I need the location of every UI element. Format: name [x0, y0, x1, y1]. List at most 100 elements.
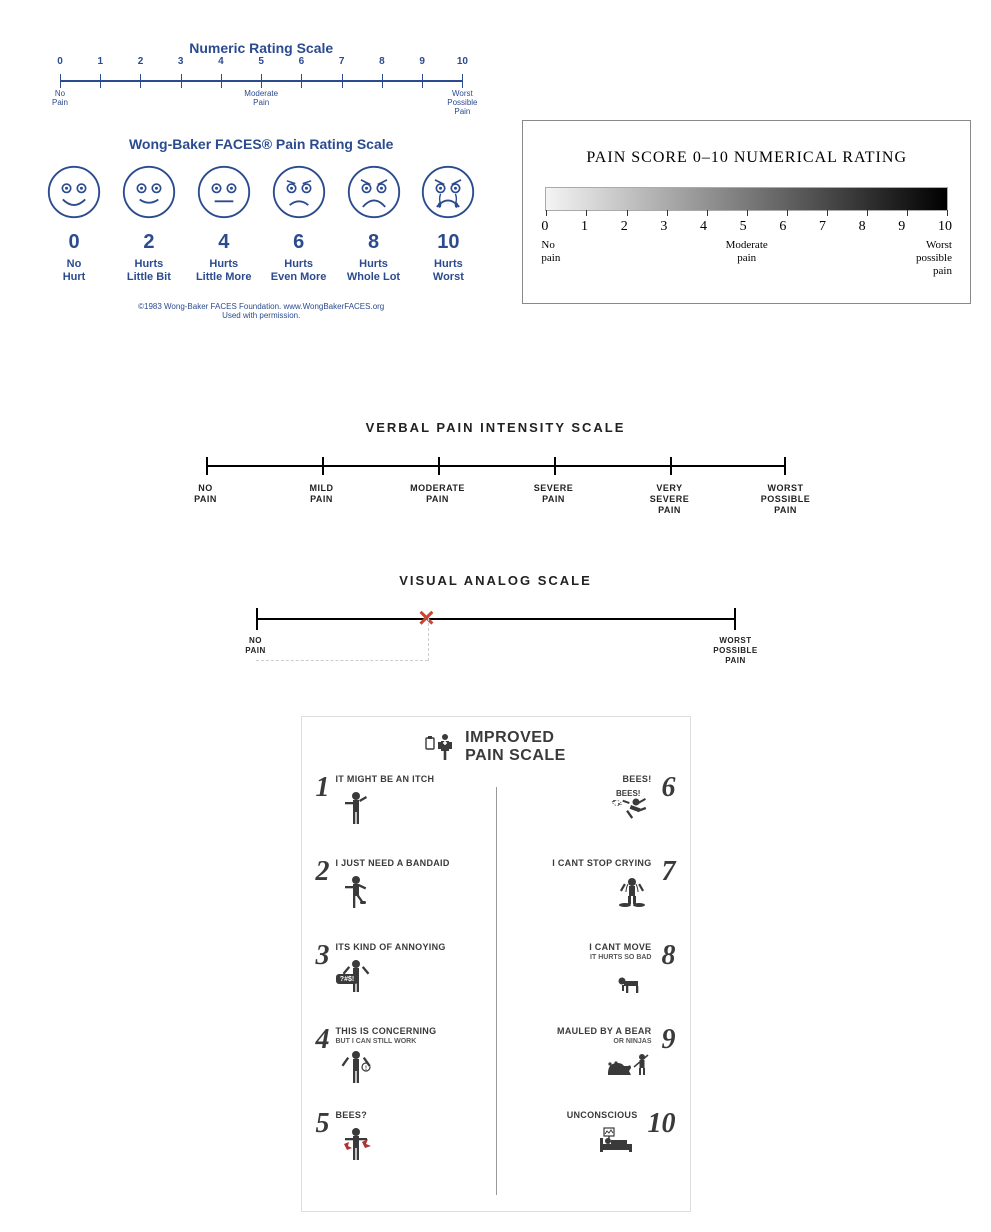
grad-num-8: 8: [859, 219, 866, 235]
nrs-tick-2: 2: [130, 56, 150, 67]
gradient-bar: [545, 187, 948, 211]
nrs-tick-10: 10: [452, 56, 472, 67]
improved-number: 3: [316, 943, 330, 968]
improved-number: 8: [662, 943, 676, 968]
improved-item-4: 4THIS IS CONCERNINGBUT I CAN STILL WORK!: [316, 1027, 496, 1101]
improved-text: ITS KIND OF ANNOYING: [336, 943, 446, 953]
improved-subtext: BUT I CAN STILL WORK: [336, 1038, 417, 1045]
svg-text:?#$!: ?#$!: [339, 976, 353, 983]
vps-label: VERYSEVEREPAIN: [630, 483, 710, 515]
improved-left-col: 1 IT MIGHT BE AN ITCH 2 I JUST NEED A BANDA…: [316, 775, 496, 1195]
improved-number: 6: [662, 775, 676, 800]
faces-row: 0 NoHurt2HurtsLittle Bit4HurtsLittle More…: [38, 164, 484, 284]
grad-lbl-right: Worstpossiblepain: [882, 239, 952, 279]
nrs-title: Numeric Rating Scale: [32, 40, 490, 56]
improved-item-9: 9 MAULED BY A BEAROR NINJAS: [496, 1027, 676, 1101]
improved-subtext: OR NINJAS: [613, 1038, 651, 1045]
nrs-tick-0: 0: [50, 56, 70, 67]
face-4: 4HurtsLittle More: [188, 164, 260, 284]
improved-item-1: 1 IT MIGHT BE AN ITCH: [316, 775, 496, 849]
vas-mark-x-icon: ×: [418, 602, 434, 634]
nrs-tick-3: 3: [171, 56, 191, 67]
bed-icon: [594, 1124, 638, 1156]
face-number: 0: [38, 231, 110, 254]
face-number: 8: [338, 231, 410, 254]
wb-footer: ©1983 Wong-Baker FACES Foundation. www.W…: [32, 302, 490, 320]
vps-line: NOPAINMILDPAINMODERATEPAINSEVEREPAINVERY…: [206, 453, 786, 523]
improved-number: 4: [316, 1027, 330, 1052]
gradient-numbers: 012345678910: [541, 219, 952, 235]
face-label: HurtsLittle More: [188, 258, 260, 284]
improved-item-7: 7I CANT STOP CRYING: [496, 859, 676, 933]
vps-title: VERBAL PAIN INTENSITY SCALE: [196, 420, 796, 435]
improved-item-8: 8I CANT MOVEIT HURTS SO BAD: [496, 943, 676, 1017]
wong-baker-panel: Numeric Rating Scale 012345678910NoPainM…: [20, 20, 502, 340]
grad-num-10: 10: [938, 219, 952, 235]
improved-number: 2: [316, 859, 330, 884]
person-bandaid-icon: [336, 872, 376, 912]
vas-label-right: WORSTPOSSIBLEPAIN: [701, 636, 771, 665]
face-icon: [188, 164, 260, 225]
improved-text: UNCONSCIOUS: [567, 1111, 638, 1121]
improved-right-col: 6BEES!BEES!7I CANT STOP CRYING8I CANT MO…: [496, 775, 676, 1195]
gradient-title: PAIN SCORE 0–10 NUMERICAL RATING: [541, 149, 952, 167]
nrs-tick-9: 9: [412, 56, 432, 67]
vas-label-left: NOPAIN: [221, 636, 291, 655]
person-annoy-icon: ?#$!: [336, 956, 376, 996]
vps-label: MODERATEPAIN: [398, 483, 478, 505]
person-crawl-icon: [612, 963, 652, 997]
improved-text: THIS IS CONCERNING: [336, 1027, 437, 1037]
improved-text: BEES?: [336, 1111, 368, 1121]
face-label: HurtsWorst: [412, 258, 484, 284]
nrs-tick-7: 7: [332, 56, 352, 67]
face-icon: [113, 164, 185, 225]
face-icon: [263, 164, 335, 225]
improved-number: 5: [316, 1111, 330, 1136]
nrs-tick-5: 5: [251, 56, 271, 67]
vps-label: SEVEREPAIN: [514, 483, 594, 505]
face-label: NoHurt: [38, 258, 110, 284]
vps-label: WORSTPOSSIBLEPAIN: [746, 483, 826, 515]
nrs-tick-1: 1: [90, 56, 110, 67]
improved-title: IMPROVED PAIN SCALE: [316, 729, 676, 764]
svg-text:BEES!: BEES!: [616, 789, 640, 798]
improved-scale-panel: IMPROVED PAIN SCALE 1 IT MIGHT BE AN ITCH…: [301, 716, 691, 1211]
gradient-labels: Nopain Moderatepain Worstpossiblepain: [541, 239, 952, 279]
clipboard-doctor-icon: [425, 732, 459, 762]
face-2: 2HurtsLittle Bit: [113, 164, 185, 284]
nrs-line: 012345678910NoPainModeratePainWorstPossi…: [60, 66, 462, 116]
improved-text: IT MIGHT BE AN ITCH: [336, 775, 435, 785]
improved-text: I JUST NEED A BANDAID: [336, 859, 450, 869]
vas-title: VISUAL ANALOG SCALE: [196, 573, 796, 588]
improved-item-6: 6BEES!BEES!: [496, 775, 676, 849]
improved-number: 10: [648, 1111, 676, 1136]
improved-subtext: IT HURTS SO BAD: [590, 954, 651, 961]
face-8: 8 HurtsWhole Lot: [338, 164, 410, 284]
grad-num-3: 3: [660, 219, 667, 235]
nrs-label: ModeratePain: [236, 90, 286, 108]
improved-item-10: 10 UNCONSCIOUS: [496, 1111, 676, 1185]
grad-lbl-left: Nopain: [541, 239, 611, 279]
faces-title: Wong-Baker FACES® Pain Rating Scale: [32, 136, 490, 152]
improved-number: 1: [316, 775, 330, 800]
nrs-label: WorstPossiblePain: [437, 90, 487, 116]
vps-label: MILDPAIN: [282, 483, 362, 505]
person-scratch-icon: [336, 788, 376, 828]
nrs-tick-8: 8: [372, 56, 392, 67]
improved-number: 9: [662, 1027, 676, 1052]
face-number: 2: [113, 231, 185, 254]
grad-num-1: 1: [581, 219, 588, 235]
grad-num-7: 7: [819, 219, 826, 235]
face-10: 10HurtsWorst: [412, 164, 484, 284]
nrs-tick-4: 4: [211, 56, 231, 67]
improved-text: MAULED BY A BEAR: [557, 1027, 651, 1037]
face-6: 6HurtsEven More: [263, 164, 335, 284]
nrs-label: NoPain: [35, 90, 85, 108]
vas-line: ×NOPAINWORSTPOSSIBLEPAIN: [256, 606, 736, 676]
person-cry-icon: [612, 872, 652, 912]
grad-num-6: 6: [779, 219, 786, 235]
gradient-panel: PAIN SCORE 0–10 NUMERICAL RATING 0123456…: [522, 120, 971, 304]
face-icon: [338, 164, 410, 225]
face-label: HurtsWhole Lot: [338, 258, 410, 284]
grad-num-2: 2: [621, 219, 628, 235]
